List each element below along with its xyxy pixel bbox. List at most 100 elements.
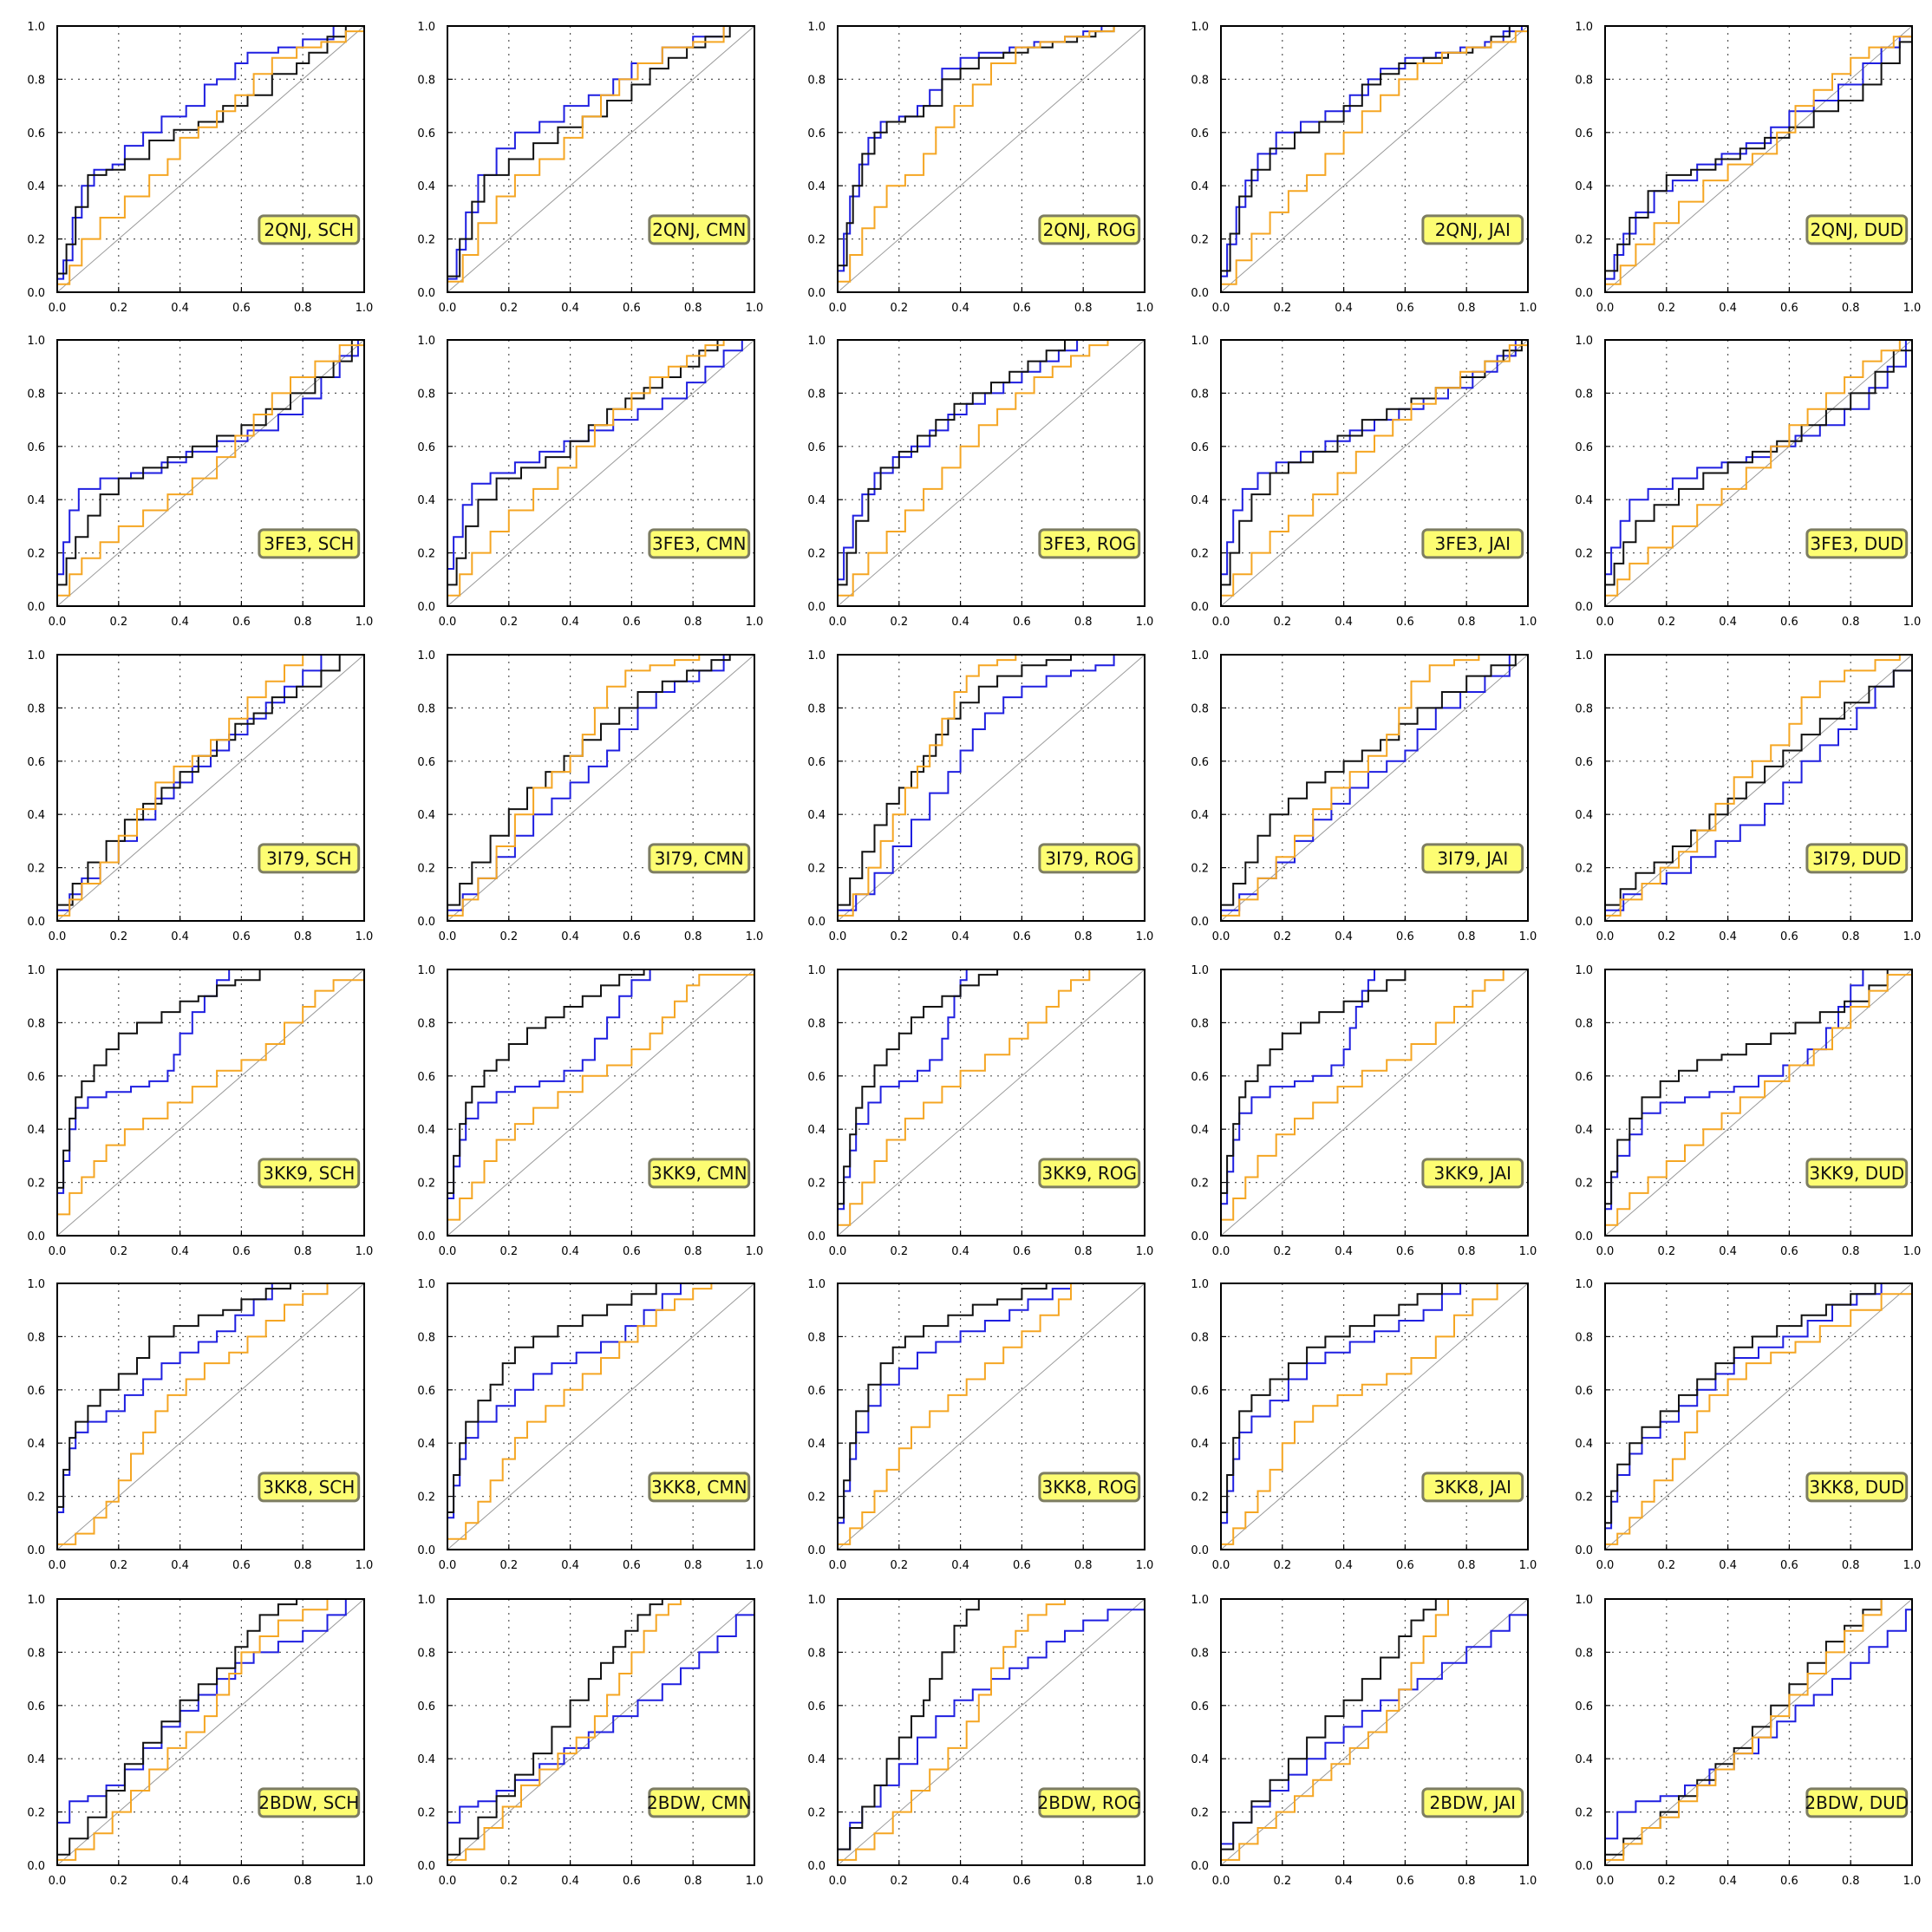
diagonal-reference-line [447,339,755,607]
y-tick-label: 0.6 [1575,1385,1593,1398]
y-tick-label: 0.4 [1575,809,1593,822]
x-tick-label: 0.4 [1719,616,1737,629]
roc-panel: 0.00.00.20.20.40.40.60.60.80.81.01.03FE3… [1191,335,1537,629]
roc-curve-orange [838,339,1145,597]
panel-title: 3FE3, CMN [652,533,747,554]
y-tick-label: 0.8 [417,702,435,715]
x-tick-label: 0.0 [1212,1559,1230,1572]
y-tick-label: 1.0 [417,335,435,348]
diagonal-reference-line [56,969,365,1237]
panel-title-box [648,843,751,874]
y-tick-label: 0.6 [417,441,435,454]
y-tick-label: 1.0 [1191,1278,1209,1291]
panel-title: 2BDW, JAI [1430,1792,1516,1813]
gridlines [57,1599,364,1865]
x-tick-label: 0.2 [890,930,908,943]
panel-title-label: 2BDW, DUD [1805,1787,1909,1818]
panel-title: 2BDW, SCH [258,1792,359,1813]
y-tick-label: 0.4 [807,494,826,507]
panel-title-label: 3FE3, JAI [1421,528,1524,559]
y-tick-label: 0.6 [807,127,826,140]
y-tick-label: 0.2 [807,1491,826,1504]
roc-curve-blue [1605,1599,1913,1840]
y-tick-label: 0.8 [1575,1647,1593,1660]
diagonal-reference-line [1220,1283,1529,1550]
x-tick-label: 1.0 [1519,302,1537,315]
y-tick-label: 0.4 [807,1753,826,1766]
panel-title-box [1421,1158,1524,1189]
roc-curve-blue [1221,1283,1528,1524]
roc-panel: 0.0 0.0 0.2 0.2 0.4 0.4 0.6 0.6 0.8 0.8 1.0 1.0 2QNJ… [417,21,763,315]
x-tick-label: 0.2 [890,1559,908,1572]
roc-curve-black [838,339,1145,586]
x-tick-label: 0.6 [1396,1559,1414,1572]
panel-title-box [1421,214,1524,245]
roc-curve-orange [57,654,364,917]
panel-title: 3I79, CMN [655,848,744,869]
roc-curve-blue [1605,1283,1912,1530]
panel-title: 3KK9, JAI [1434,1163,1512,1184]
x-tick-label: 1.0 [1903,1245,1922,1258]
panel-title-box [1038,1472,1141,1503]
y-tick-label: 0.4 [1191,1124,1209,1137]
x-tick-label: 0.4 [171,1245,189,1258]
y-tick-label: 0.2 [417,1807,435,1820]
y-tick-label: 0.2 [1191,548,1209,561]
roc-panel: 0.00.00.20.20.40.40.60.60.80.81.01.02BDW… [1191,1594,1537,1888]
x-tick-label: 0.8 [1074,1245,1093,1258]
y-tick-label: 0.2 [807,1807,826,1820]
panel-title: 3KK8, DUD [1809,1477,1904,1498]
x-tick-label: 0.8 [1458,1875,1476,1888]
panel-title-box [1421,528,1524,559]
x-tick-label: 0.6 [232,1875,251,1888]
plot-frame [1220,339,1529,607]
plot-frame [447,654,755,922]
x-tick-label: 0.8 [294,302,312,315]
y-tick-label: 0.8 [417,1331,435,1344]
y-tick-label: 0.8 [807,1017,826,1030]
y-tick-label: 0.4 [27,1438,45,1451]
y-tick-label: 1.0 [807,649,826,662]
y-tick-label: 0.0 [1575,1230,1593,1243]
y-tick-label: 0.2 [1191,234,1209,247]
x-tick-label: 1.0 [746,930,764,943]
y-tick-label: 0.0 [807,601,826,614]
y-tick-label: 0.2 [1575,863,1593,876]
x-tick-label: 0.4 [171,930,189,943]
y-tick-label: 0.2 [807,1178,826,1191]
roc-curve-black [447,1598,754,1856]
y-tick-label: 0.0 [1575,601,1593,614]
x-tick-label: 0.4 [561,1559,579,1572]
roc-panel: 0.00.00.20.20.40.40.60.60.80.81.01.03FE3… [27,335,373,629]
roc-curve-black [838,969,1145,1205]
x-tick-label: 0.0 [49,1875,67,1888]
roc-panel: 0.0 0.0 0.2 0.2 0.4 0.4 0.6 0.6 0.8 0.8 1.0 1.0 3I79… [417,649,764,943]
panel-title: 3KK8, CMN [651,1477,747,1498]
roc-curve-orange [57,1283,364,1545]
y-tick-label: 0.6 [1191,756,1209,769]
x-tick-label: 0.6 [232,302,251,315]
panel-title: 3FE3, SCH [264,533,354,554]
y-tick-label: 0.2 [1575,1491,1593,1504]
y-tick-label: 0.0 [1575,1860,1593,1873]
panel-title: 2QNJ, DUD [1811,219,1903,240]
x-tick-label: 0.6 [1396,1875,1414,1888]
x-tick-label: 0.4 [561,930,579,943]
diagonal-reference-line [56,25,365,293]
y-tick-label: 0.2 [417,863,435,876]
panel-title-box [258,843,361,874]
roc-curve-black [1605,340,1913,586]
roc-curve-orange [838,654,1145,917]
y-tick-label: 0.2 [1575,548,1593,561]
plot-frame [837,1598,1145,1866]
diagonal-reference-line [1220,25,1529,293]
x-tick-label: 0.0 [439,1559,457,1572]
y-tick-label: 0.4 [1191,809,1209,822]
plot-frame [1604,339,1913,607]
y-tick-label: 0.4 [27,494,45,507]
roc-curve-black [1605,26,1913,272]
roc-panel: 0.00.00.20.20.40.40.60.60.80.81.01.02BDW… [27,1594,373,1888]
y-tick-label: 1.0 [1575,1594,1593,1607]
y-tick-label: 0.4 [1191,1753,1209,1766]
y-tick-label: 0.2 [27,863,45,876]
